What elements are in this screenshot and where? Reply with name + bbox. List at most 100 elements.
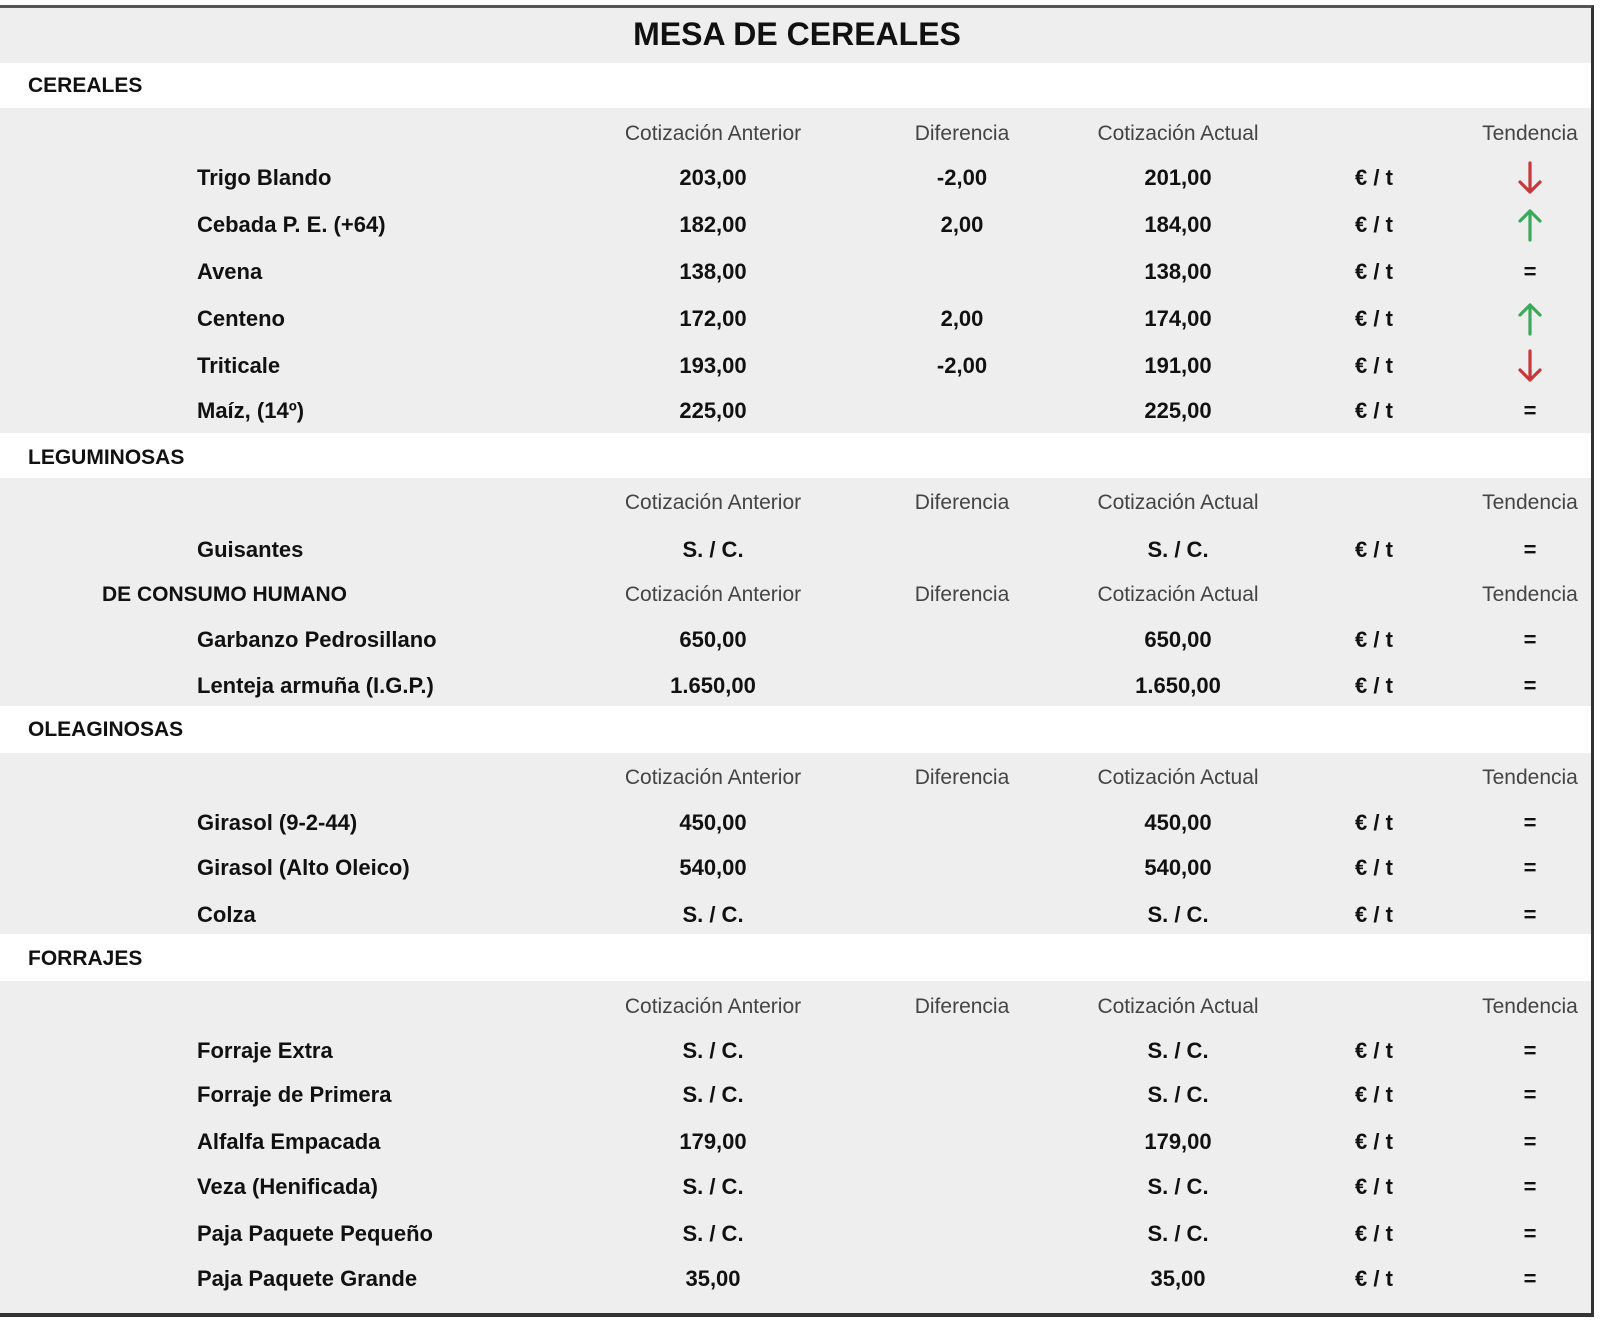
commodity-name: Paja Paquete Grande [197,1266,418,1291]
trend-equal: = [1523,1266,1537,1291]
previous-price: 203,00 [679,165,747,190]
commodity-name: Guisantes [197,537,304,562]
trend-equal: = [1523,259,1537,284]
current-price: 225,00 [1144,398,1212,423]
current-price: 138,00 [1144,259,1212,284]
section-band [0,435,1594,478]
column-header-diferencia: Diferencia [914,995,1010,1018]
section-title: CEREALES [28,74,143,97]
current-price: 201,00 [1144,165,1212,190]
price-difference: -2,00 [936,353,988,378]
previous-price: 540,00 [679,855,747,880]
commodity-name: Avena [197,259,263,284]
previous-price: 450,00 [679,810,747,835]
price-unit: € / t [1355,1266,1393,1291]
price-unit: € / t [1355,353,1393,378]
commodity-name: Trigo Blando [197,165,332,190]
trend-equal: = [1523,855,1537,880]
column-header-anterior: Cotización Anterior [624,995,802,1018]
section-band [0,936,1594,981]
commodity-name: Centeno [197,306,285,331]
current-price: 540,00 [1144,855,1212,880]
current-price: S. / C. [1147,1038,1209,1063]
price-difference: 2,00 [940,212,984,237]
price-unit: € / t [1355,398,1393,423]
commodity-name: Lenteja armuña (I.G.P.) [197,673,434,698]
current-price: 1.650,00 [1135,673,1221,698]
column-header-tendencia: Tendencia [1482,583,1578,606]
current-price: S. / C. [1147,1174,1209,1199]
current-price: 174,00 [1144,306,1212,331]
price-unit: € / t [1355,902,1393,927]
commodity-name: Girasol (Alto Oleico) [197,855,410,880]
column-header-actual: Cotización Actual [1097,766,1259,789]
section-body [0,753,1594,934]
trend-down-arrow-icon [1518,349,1542,382]
previous-price: S. / C. [682,902,744,927]
previous-price: S. / C. [682,1038,744,1063]
price-unit: € / t [1355,306,1393,331]
previous-price: 179,00 [679,1129,747,1154]
commodity-name: Veza (Henificada) [197,1174,378,1199]
price-difference: 2,00 [940,306,984,331]
column-header-diferencia: Diferencia [914,583,1010,606]
price-unit: € / t [1355,212,1393,237]
page-title: MESA DE CEREALES [633,16,961,52]
price-unit: € / t [1355,810,1393,835]
current-price: S. / C. [1147,1082,1209,1107]
previous-price: S. / C. [682,537,744,562]
section-title: FORRAJES [28,947,143,970]
commodity-name: Alfalfa Empacada [197,1129,381,1154]
trend-up-arrow-icon [1518,209,1542,242]
trend-equal: = [1523,1129,1537,1154]
column-header-anterior: Cotización Anterior [624,122,802,145]
current-price: S. / C. [1147,537,1209,562]
table-border [0,5,1594,1317]
trend-equal: = [1523,1174,1537,1199]
current-price: 450,00 [1144,810,1212,835]
section-band [0,708,1594,753]
trend-equal: = [1523,627,1537,652]
subsection-title: DE CONSUMO HUMANO [102,583,347,606]
commodity-name: Forraje de Primera [197,1082,392,1107]
price-unit: € / t [1355,1129,1393,1154]
current-price: S. / C. [1147,1221,1209,1246]
previous-price: 35,00 [685,1266,741,1291]
commodity-name: Garbanzo Pedrosillano [197,627,437,652]
previous-price: 193,00 [679,353,747,378]
column-header-anterior: Cotización Anterior [624,583,802,606]
price-unit: € / t [1355,627,1393,652]
current-price: 184,00 [1144,212,1212,237]
previous-price: S. / C. [682,1174,744,1199]
column-header-diferencia: Diferencia [914,491,1010,514]
column-header-diferencia: Diferencia [914,122,1010,145]
previous-price: S. / C. [682,1221,744,1246]
trend-equal: = [1523,1221,1537,1246]
previous-price: 225,00 [679,398,747,423]
section-band [0,63,1594,108]
commodity-name: Cebada P. E. (+64) [197,212,386,237]
price-unit: € / t [1355,259,1393,284]
commodity-name: Colza [197,902,256,927]
trend-equal: = [1523,1082,1537,1107]
column-header-actual: Cotización Actual [1097,995,1259,1018]
previous-price: S. / C. [682,1082,744,1107]
trend-up-arrow-icon [1518,303,1542,336]
column-header-anterior: Cotización Anterior [624,766,802,789]
current-price: 650,00 [1144,627,1212,652]
price-unit: € / t [1355,1038,1393,1063]
price-difference: -2,00 [936,165,988,190]
section-title: LEGUMINOSAS [28,446,185,469]
trend-equal: = [1523,537,1537,562]
section-title: OLEAGINOSAS [28,718,184,741]
title-band [0,8,1594,63]
price-unit: € / t [1355,673,1393,698]
trend-equal: = [1523,1038,1537,1063]
commodity-name: Girasol (9-2-44) [197,810,358,835]
commodity-name: Paja Paquete Pequeño [197,1221,433,1246]
current-price: S. / C. [1147,902,1209,927]
trend-down-arrow-icon [1518,161,1542,194]
current-price: 191,00 [1144,353,1212,378]
current-price: 179,00 [1144,1129,1212,1154]
previous-price: 650,00 [679,627,747,652]
